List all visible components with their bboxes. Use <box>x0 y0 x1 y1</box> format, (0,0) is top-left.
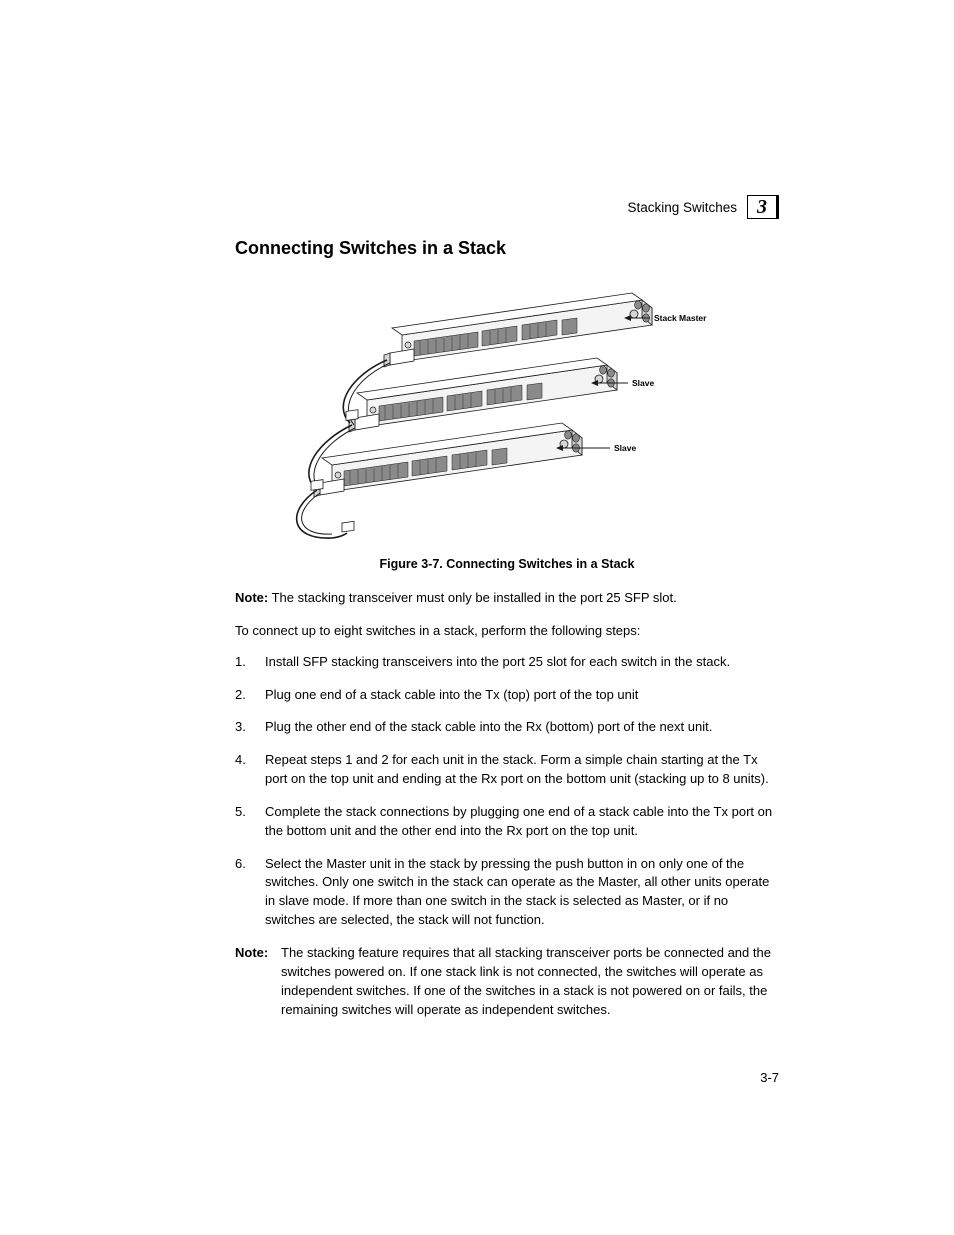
label-slave-1: Slave <box>632 378 654 388</box>
step-item: Plug one end of a stack cable into the T… <box>235 686 779 705</box>
running-title: Stacking Switches <box>627 200 737 215</box>
note-2-label: Note: <box>235 944 268 963</box>
stack-diagram: Stack Master Slave Slave <box>292 275 722 555</box>
step-item: Repeat steps 1 and 2 for each unit in th… <box>235 751 779 789</box>
step-item: Complete the stack connections by pluggi… <box>235 803 779 841</box>
chapter-number: 3 <box>757 196 767 219</box>
step-item: Select the Master unit in the stack by p… <box>235 855 779 930</box>
section-title: Connecting Switches in a Stack <box>235 238 779 259</box>
note-2-text: The stacking feature requires that all s… <box>281 945 771 1017</box>
page: Stacking Switches 3 Connecting Switches … <box>0 0 954 1235</box>
running-header: Stacking Switches 3 <box>627 195 779 219</box>
note-1: Note: The stacking transceiver must only… <box>235 589 779 608</box>
chapter-number-box: 3 <box>747 195 779 219</box>
note-2: Note: The stacking feature requires that… <box>235 944 779 1019</box>
figure: Stack Master Slave Slave Figure 3-7. Con… <box>235 275 779 571</box>
note-1-label: Note: <box>235 590 268 605</box>
intro-paragraph: To connect up to eight switches in a sta… <box>235 622 779 641</box>
step-item: Install SFP stacking transceivers into t… <box>235 653 779 672</box>
step-item: Plug the other end of the stack cable in… <box>235 718 779 737</box>
steps-list: Install SFP stacking transceivers into t… <box>235 653 779 930</box>
figure-caption: Figure 3-7. Connecting Switches in a Sta… <box>380 557 635 571</box>
page-number: 3-7 <box>760 1070 779 1085</box>
note-1-text: The stacking transceiver must only be in… <box>272 590 677 605</box>
label-stack-master: Stack Master <box>654 313 707 323</box>
label-slave-2: Slave <box>614 443 636 453</box>
